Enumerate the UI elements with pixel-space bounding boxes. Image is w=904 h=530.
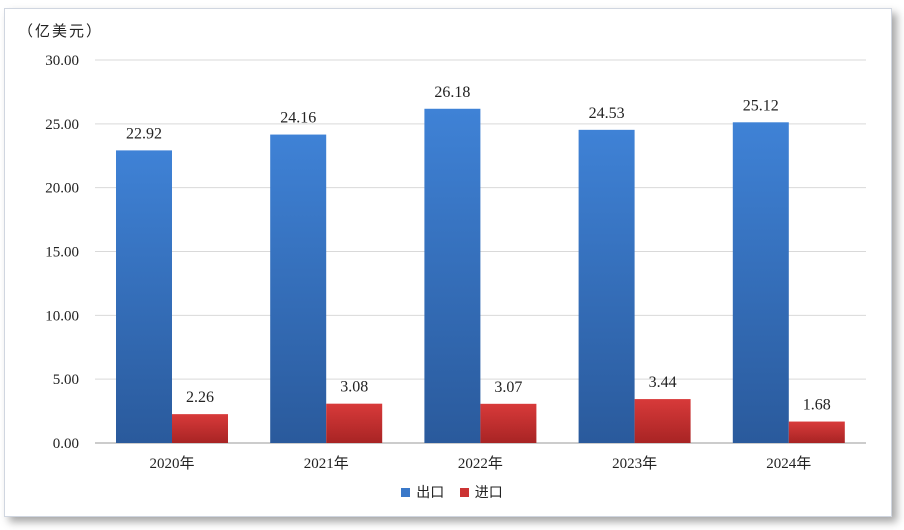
legend-item-import: 进口 bbox=[459, 482, 503, 502]
y-tick-label: 0.00 bbox=[53, 436, 79, 452]
legend-label-import: 进口 bbox=[474, 486, 503, 501]
bar-import bbox=[788, 421, 845, 443]
y-tick-label: 20.00 bbox=[45, 181, 79, 197]
x-tick-label: 2020年 bbox=[149, 455, 194, 472]
data-label: 26.18 bbox=[434, 84, 470, 101]
x-tick-label: 2023年 bbox=[612, 455, 657, 472]
bar-import bbox=[172, 414, 228, 443]
x-tick-label: 2024年 bbox=[766, 455, 811, 472]
data-label: 3.44 bbox=[649, 374, 677, 391]
y-tick-label: 25.00 bbox=[45, 117, 79, 133]
legend-swatch-import bbox=[459, 487, 469, 497]
data-label: 25.12 bbox=[743, 97, 779, 114]
x-tick-label: 2022年 bbox=[458, 455, 503, 472]
y-tick-label: 10.00 bbox=[45, 308, 79, 324]
bar-export bbox=[270, 134, 327, 444]
bar-import bbox=[634, 399, 691, 443]
bar-export bbox=[732, 122, 789, 443]
y-tick-label: 15.00 bbox=[45, 245, 79, 261]
data-label: 22.92 bbox=[126, 125, 162, 142]
legend-item-export: 出口 bbox=[401, 482, 444, 502]
legend-swatch-export bbox=[401, 487, 411, 497]
bar-import bbox=[480, 403, 537, 443]
bar-export bbox=[116, 150, 172, 443]
bar-import bbox=[326, 403, 383, 443]
data-label: 24.16 bbox=[280, 110, 316, 127]
data-label: 24.53 bbox=[589, 105, 625, 122]
bar-export bbox=[578, 129, 635, 443]
data-label: 2.26 bbox=[186, 389, 214, 406]
y-axis-unit-label: （亿美元） bbox=[18, 24, 104, 40]
legend: 出口 进口 bbox=[0, 482, 904, 502]
y-tick-label: 30.00 bbox=[45, 53, 79, 69]
x-tick-label: 2021年 bbox=[304, 455, 349, 472]
data-label: 3.07 bbox=[494, 379, 522, 396]
y-tick-label: 5.00 bbox=[53, 372, 79, 388]
data-label: 1.68 bbox=[803, 397, 831, 414]
bar-export bbox=[424, 108, 481, 443]
data-label: 3.08 bbox=[340, 379, 368, 396]
legend-label-export: 出口 bbox=[416, 486, 445, 501]
